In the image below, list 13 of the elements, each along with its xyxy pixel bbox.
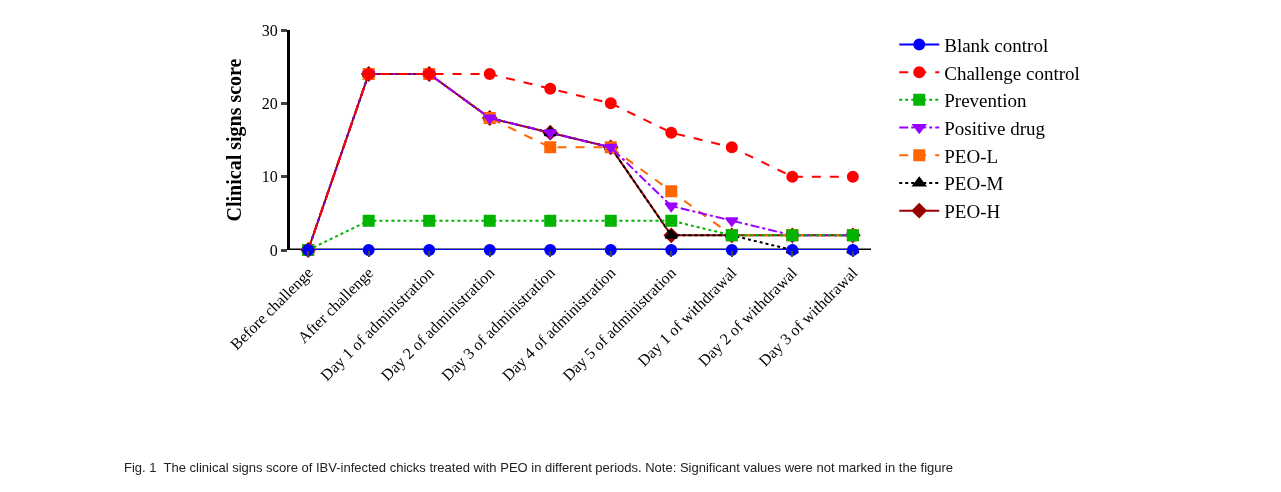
legend-label: Prevention xyxy=(944,90,1028,112)
legend-label: Positive drug xyxy=(944,117,1046,139)
y-tick-label: 0 xyxy=(269,241,278,259)
legend-label: Challenge control xyxy=(944,62,1080,84)
legend-label: Blank control xyxy=(944,34,1049,56)
legend-label: PEO-M xyxy=(944,173,1004,195)
y-tick-label: 10 xyxy=(261,168,278,186)
caption: Fig. 1 The clinical signs score of IBV-infected chicks treated with PEO in different periods. Note: Significant values were not marked in the figure xyxy=(124,460,954,475)
y-tick-label: 20 xyxy=(261,94,278,112)
y-tick-label: 30 xyxy=(261,21,278,39)
legend-label: PEO-L xyxy=(944,145,999,167)
y-axis-title: Clinical signs score xyxy=(223,58,247,222)
legend-label: PEO-H xyxy=(944,201,1001,223)
